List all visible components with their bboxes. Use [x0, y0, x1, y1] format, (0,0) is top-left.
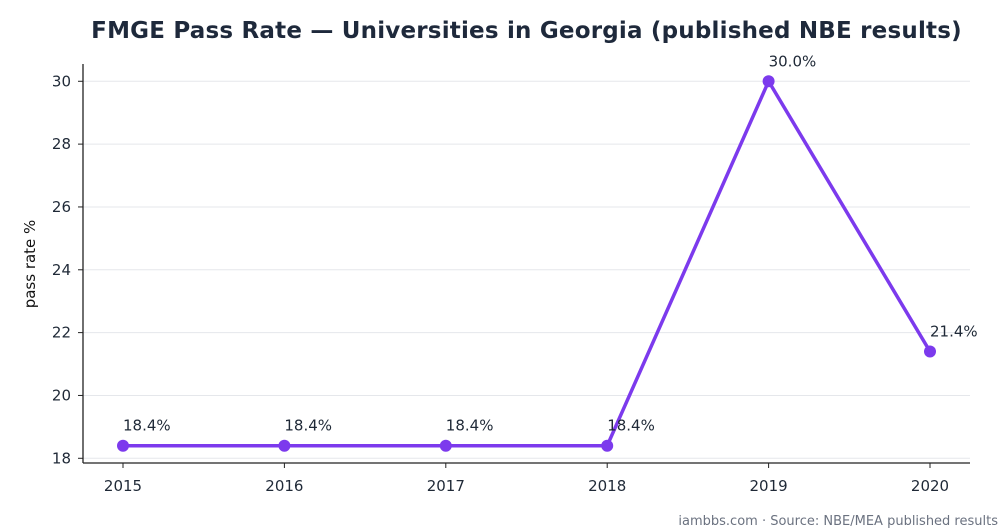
x-tick-label: 2019 — [750, 477, 788, 495]
data-point — [762, 75, 775, 88]
x-tick-label: 2020 — [911, 477, 949, 495]
y-axis-label: pass rate % — [21, 220, 39, 309]
y-tick-label: 20 — [52, 386, 71, 404]
y-tick-label: 28 — [52, 135, 71, 153]
x-axis-ticks: 2015 2016 2017 2018 2019 2020 — [104, 463, 949, 495]
gridlines — [83, 80, 970, 459]
y-tick-label: 24 — [52, 261, 71, 279]
source-footer: iambbs.com · Source: NBE/MEA published r… — [678, 514, 998, 529]
x-tick-label: 2016 — [265, 477, 303, 495]
axes — [82, 64, 970, 464]
x-tick-label: 2018 — [588, 477, 626, 495]
data-point — [278, 439, 291, 452]
y-axis-ticks: 18 20 22 24 26 28 30 — [52, 72, 83, 467]
series-line — [121, 79, 932, 448]
x-tick-label: 2015 — [104, 477, 142, 495]
x-tick-label: 2017 — [427, 477, 465, 495]
y-tick-label: 30 — [52, 72, 71, 90]
data-label: 18.4% — [607, 417, 655, 435]
series-line-path — [121, 79, 932, 448]
data-point — [117, 439, 129, 452]
data-point — [439, 439, 452, 452]
data-labels: 18.4% 18.4% 18.4% 18.4% 30.0% 21.4% — [123, 52, 978, 434]
data-label: 18.4% — [123, 417, 171, 435]
data-points — [117, 75, 936, 452]
y-tick-label: 22 — [52, 324, 71, 342]
chart-title: FMGE Pass Rate — Universities in Georgia… — [91, 18, 962, 44]
y-tick-label: 26 — [52, 198, 71, 216]
data-point — [924, 345, 936, 358]
data-label: 21.4% — [930, 322, 978, 340]
data-point — [601, 439, 614, 452]
data-label: 18.4% — [284, 417, 332, 435]
data-label: 18.4% — [446, 417, 494, 435]
data-label: 30.0% — [769, 52, 817, 70]
y-tick-label: 18 — [52, 449, 71, 467]
